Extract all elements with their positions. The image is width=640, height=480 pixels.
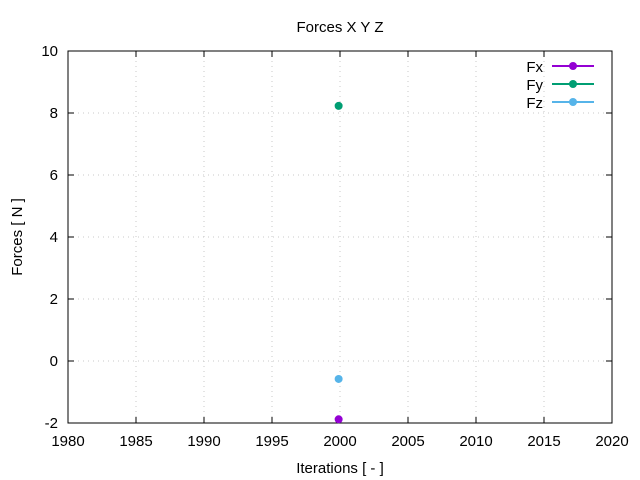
y-tick-label: 6 bbox=[50, 167, 58, 184]
legend-marker bbox=[569, 98, 577, 106]
series-fx bbox=[334, 415, 343, 424]
x-tick-label: 1995 bbox=[255, 433, 288, 450]
y-tick-label: 8 bbox=[50, 105, 58, 122]
y-tick-label: 2 bbox=[50, 291, 58, 308]
x-tick-label: 2015 bbox=[527, 433, 560, 450]
x-tick-label: 2010 bbox=[459, 433, 492, 450]
legend-item-fz: Fz bbox=[526, 95, 594, 112]
y-tick-label: 10 bbox=[41, 43, 58, 60]
series-fy bbox=[334, 101, 343, 110]
x-tick-label: 1990 bbox=[187, 433, 220, 450]
y-tick-label: -2 bbox=[45, 415, 58, 432]
data-point bbox=[334, 374, 343, 383]
chart-title: Forces X Y Z bbox=[297, 19, 384, 36]
x-tick-label: 1985 bbox=[119, 433, 152, 450]
legend-label: Fy bbox=[526, 77, 543, 94]
data-point bbox=[334, 101, 343, 110]
legend-label: Fx bbox=[526, 59, 543, 76]
y-axis-label: Forces [ N ] bbox=[9, 198, 26, 276]
x-axis-label: Iterations [ - ] bbox=[296, 460, 384, 477]
y-tick-label: 4 bbox=[50, 229, 58, 246]
legend-marker bbox=[569, 62, 577, 70]
grid bbox=[68, 51, 612, 423]
x-tick-label: 1980 bbox=[51, 433, 84, 450]
y-tick-label: 0 bbox=[50, 353, 58, 370]
x-tick-label: 2005 bbox=[391, 433, 424, 450]
x-tick-label: 2020 bbox=[595, 433, 628, 450]
legend-item-fy: Fy bbox=[526, 77, 594, 94]
legend-label: Fz bbox=[526, 95, 543, 112]
data-point bbox=[334, 415, 343, 424]
series-fz bbox=[334, 374, 343, 383]
legend-item-fx: Fx bbox=[526, 59, 594, 76]
x-tick-label: 2000 bbox=[323, 433, 356, 450]
data-series bbox=[334, 101, 343, 424]
legend-marker bbox=[569, 80, 577, 88]
